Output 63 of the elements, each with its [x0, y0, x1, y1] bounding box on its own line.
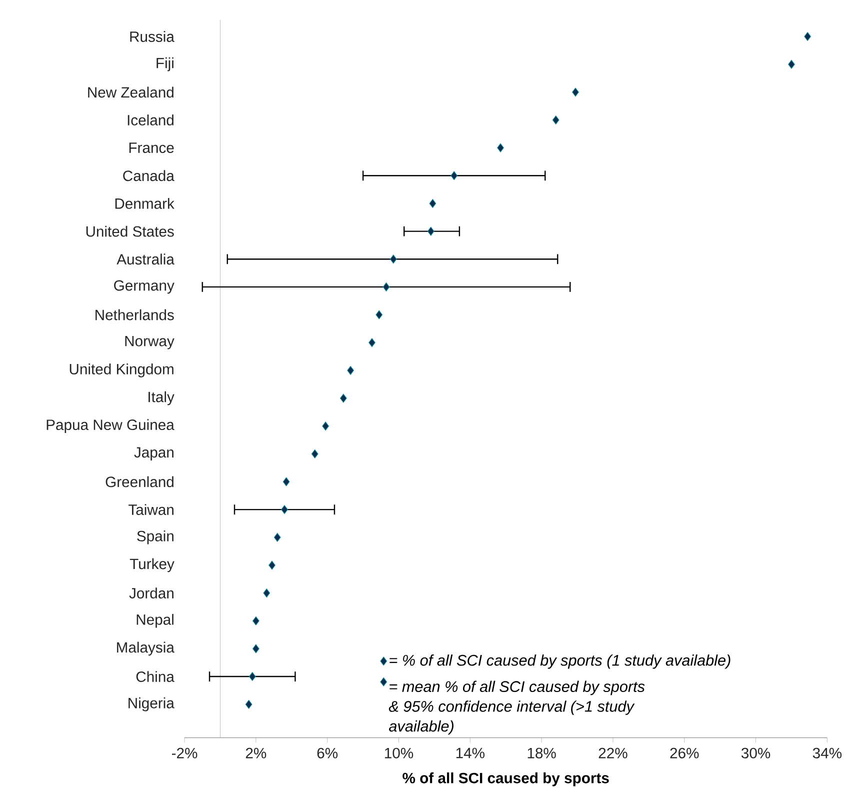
legend-label: = mean % of all SCI caused by sports & 95% confidence interval (>1 study available): [388, 680, 645, 735]
y-tick-label: United Kingdom: [70, 363, 174, 378]
y-tick-label: Australia: [116, 254, 174, 265]
x-tick-label: 10%: [385, 748, 414, 758]
point: [263, 588, 270, 598]
point: [497, 143, 504, 152]
point: [382, 282, 390, 292]
y-tick-label: New Zealand: [88, 86, 174, 98]
y-tick-label: Denmark: [115, 198, 174, 209]
y-tick-label: China: [136, 671, 174, 682]
point: [572, 88, 579, 97]
point: [281, 505, 288, 514]
point: [429, 198, 436, 208]
point: [248, 672, 256, 681]
x-tick-label: -2%: [172, 748, 198, 758]
y-tick-label: Japan: [134, 447, 174, 461]
y-tick-label: Fiji: [156, 57, 174, 72]
y-tick-label: Nigeria: [128, 697, 174, 712]
y-tick-label: Canada: [123, 170, 174, 182]
y-tick-label: Russia: [130, 31, 174, 42]
point: [311, 449, 318, 458]
point: [390, 254, 397, 264]
point: [788, 60, 795, 69]
x-tick-label: 22%: [598, 748, 628, 758]
x-tick-label: 14%: [456, 748, 484, 758]
point: [804, 32, 811, 41]
point: [427, 226, 434, 236]
y-tick-label: Germany: [114, 280, 174, 294]
point: [252, 644, 260, 654]
y-tick-label: Italy: [148, 391, 174, 406]
x-tick-label: 2%: [246, 748, 266, 758]
y-tick-label: Nepal: [136, 614, 174, 628]
y-tick-label: Jordan: [129, 588, 174, 598]
x-tick-label: 34%: [812, 748, 842, 758]
y-tick-label: France: [129, 142, 174, 153]
point: [450, 171, 458, 180]
legend-label: = % of all SCI caused by sports (1 study available): [390, 654, 730, 669]
y-tick-label: Turkey: [130, 558, 174, 572]
point: [322, 422, 329, 430]
y-tick-label: Malaysia: [117, 642, 174, 656]
point: [347, 366, 354, 375]
point: [552, 115, 560, 124]
y-tick-label: Iceland: [128, 114, 174, 126]
y-tick-label: Netherlands: [96, 309, 174, 320]
x-tick-label: 6%: [317, 748, 338, 758]
point: [376, 310, 383, 320]
point: [252, 616, 260, 626]
y-tick-label: Spain: [137, 530, 174, 544]
y-tick-label: Taiwan: [128, 504, 174, 515]
point: [340, 394, 347, 403]
point: [282, 477, 290, 486]
point: [274, 532, 281, 542]
y-tick-label: Norway: [125, 336, 174, 350]
y-tick-label: United States: [86, 226, 174, 237]
x-axis-title: % of all SCI caused by sports: [402, 772, 609, 786]
point: [368, 338, 376, 348]
point: [268, 560, 276, 570]
y-tick-label: Papua New Guinea: [46, 419, 174, 433]
x-tick-label: 18%: [528, 748, 556, 758]
x-tick-label: 26%: [670, 748, 699, 758]
x-tick-label: 30%: [741, 748, 770, 758]
point: [245, 700, 252, 709]
y-tick-label: Greenland: [106, 476, 174, 488]
